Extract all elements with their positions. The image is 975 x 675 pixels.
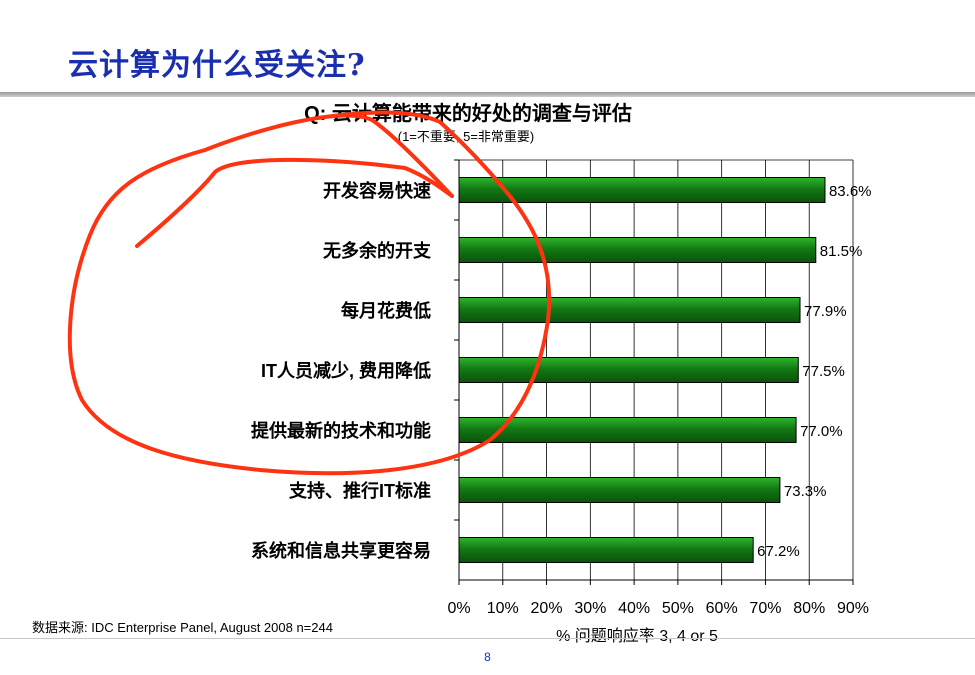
data-label: 77.9%	[804, 303, 847, 320]
x-tick-label: 60%	[706, 600, 738, 617]
labels-layer: 0% 10% 20% 30% 40% 50% 60% 70% 80% 90% 开发容易快速 83.6%…	[251, 180, 872, 617]
data-label: 83.6%	[829, 183, 872, 200]
bar	[458, 357, 799, 383]
x-tick-label: 0%	[447, 600, 470, 617]
page-number: 8	[484, 650, 491, 664]
bar	[458, 237, 817, 263]
hand-drawn-circle-annotation	[67, 110, 552, 476]
x-tick-label: 80%	[793, 600, 825, 617]
x-tick-label: 20%	[531, 600, 563, 617]
bar	[458, 417, 797, 443]
bar	[458, 297, 801, 323]
footer-divider	[0, 638, 975, 639]
title-divider	[0, 92, 975, 97]
x-tick-label: 40%	[618, 600, 650, 617]
bar	[458, 537, 754, 563]
category-label: 支持、推行IT标准	[288, 480, 431, 501]
slide-title: 云计算为什么受关注?	[68, 48, 366, 83]
data-label: 81.5%	[820, 243, 863, 260]
x-axis-label: % 问题响应率 3, 4 or 5	[556, 626, 718, 645]
data-label: 77.5%	[802, 363, 845, 380]
data-label: 73.3%	[784, 483, 827, 500]
x-tick-label: 10%	[487, 600, 519, 617]
x-tick-label: 30%	[574, 600, 606, 617]
bars-layer	[458, 177, 826, 563]
category-label: 提供最新的技术和功能	[251, 420, 431, 441]
category-label: IT人员减少, 费用降低	[261, 360, 431, 381]
data-label: 77.0%	[800, 423, 843, 440]
category-label: 系统和信息共享更容易	[251, 540, 431, 561]
bar	[458, 177, 826, 203]
category-label: 无多余的开支	[323, 240, 432, 261]
category-label: 开发容易快速	[323, 180, 431, 201]
chart-subtitle: (1=不重要, 5=非常重要)	[398, 129, 535, 144]
x-tick-label: 70%	[749, 600, 781, 617]
bar	[458, 477, 781, 503]
data-label: 67.2%	[757, 543, 800, 560]
category-label: 每月花费低	[341, 300, 431, 321]
x-tick-label: 50%	[662, 600, 694, 617]
data-source-note: 数据来源: IDC Enterprise Panel, August 2008 …	[32, 620, 333, 635]
x-tick-label: 90%	[837, 600, 869, 617]
